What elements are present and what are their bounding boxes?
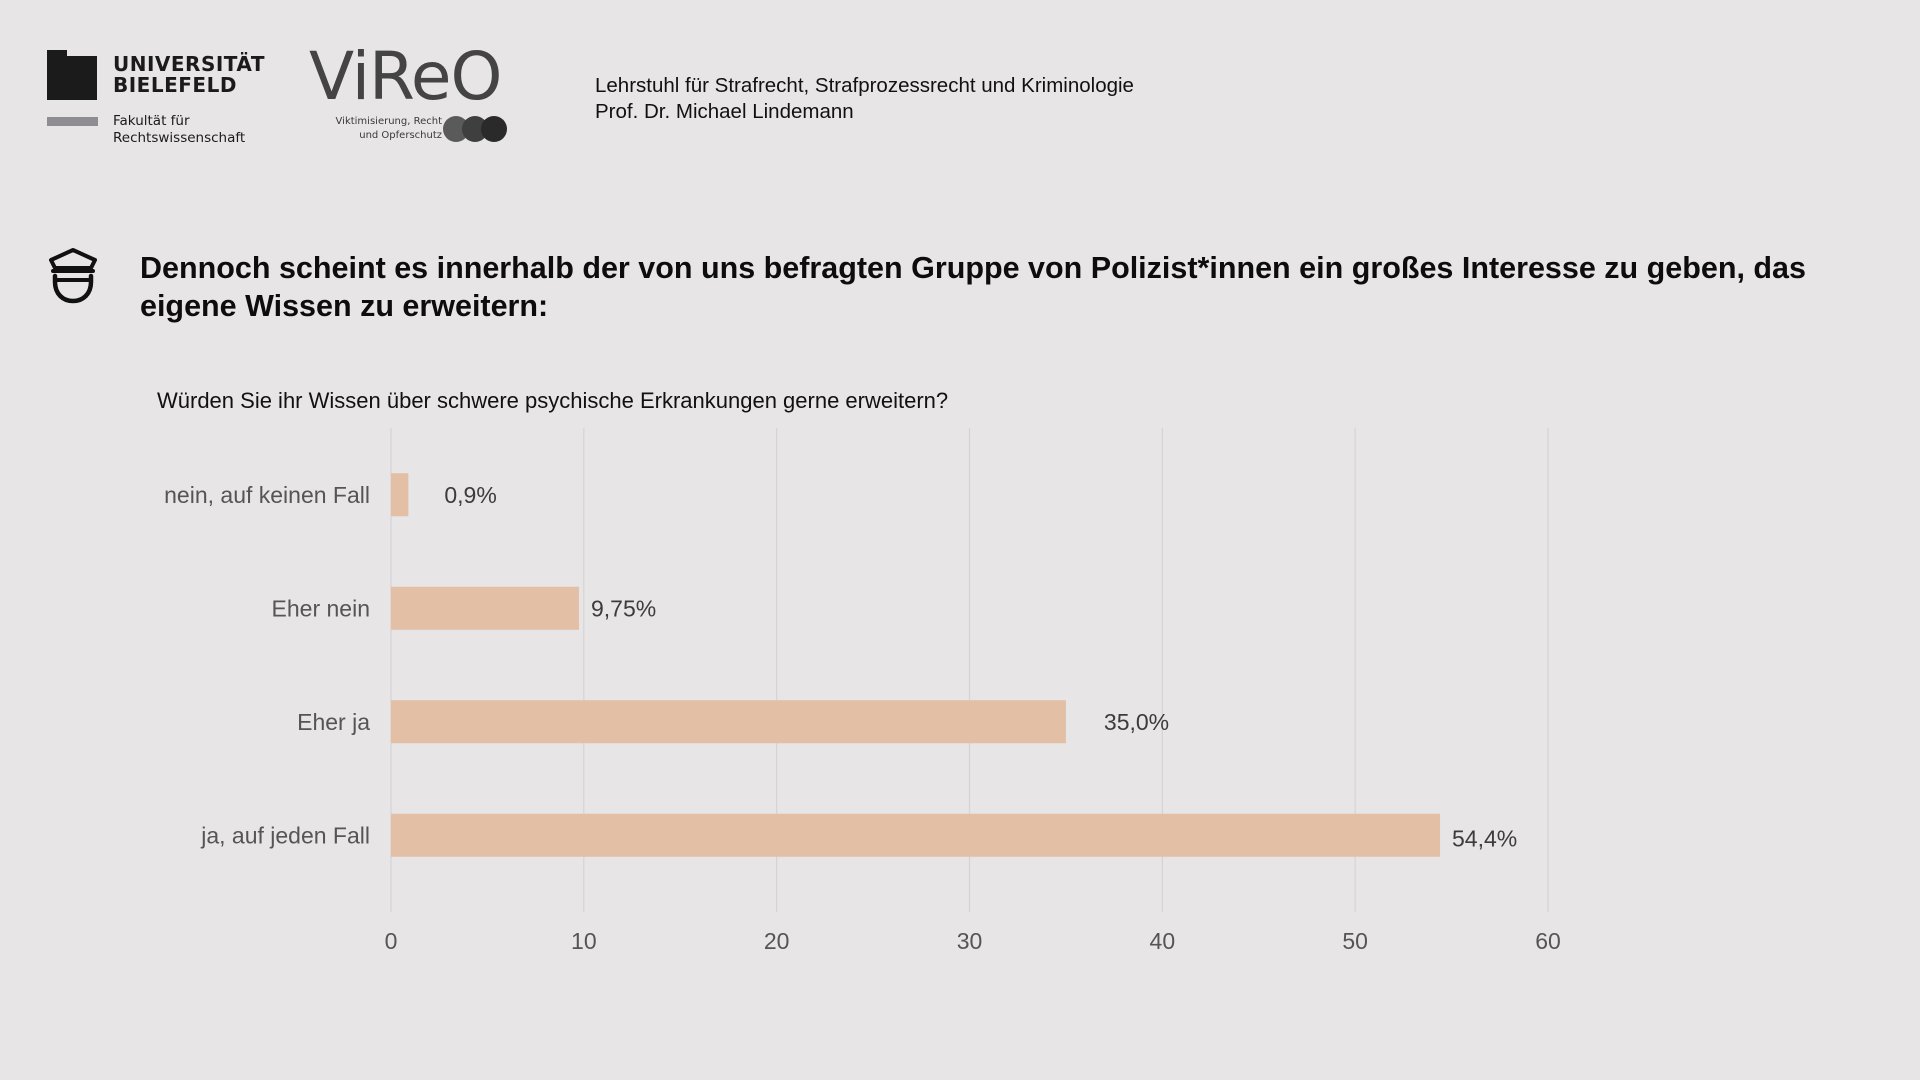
category-label-0: nein, auf keinen Fall <box>164 482 370 508</box>
category-label-3: ja, auf jeden Fall <box>200 822 370 848</box>
value-label-3: 54,4% <box>1452 825 1517 851</box>
chair-info: Lehrstuhl für Strafrecht, Strafprozessre… <box>595 73 1134 125</box>
university-logo: UNIVERSITÄT BIELEFELD Fakultät für Recht… <box>47 50 267 150</box>
chart-labels: 0 10 20 30 40 50 60 nein, auf keinen Fall 0,9% Eh… <box>164 482 1561 954</box>
bar-3 <box>391 813 1441 857</box>
university-logo-bar <box>47 117 98 126</box>
chart-title: Würden Sie ihr Wissen über schwere psych… <box>157 388 949 413</box>
bar-1 <box>391 586 580 630</box>
faculty-name: Fakultät für Rechtswissenschaft <box>113 113 246 146</box>
x-tick-label-20: 20 <box>764 928 790 954</box>
university-name: UNIVERSITÄT BIELEFELD <box>113 52 265 97</box>
category-label-1: Eher nein <box>272 595 370 621</box>
university-logo-mark <box>47 50 97 100</box>
x-tick-label-50: 50 <box>1342 928 1368 954</box>
vireo-logo: ViReO Viktimisierung, Recht und Opfersch… <box>308 42 518 146</box>
x-tick-label-10: 10 <box>571 928 597 954</box>
x-tick-label-60: 60 <box>1535 928 1561 954</box>
x-tick-label-40: 40 <box>1150 928 1176 954</box>
chair-professor: Prof. Dr. Michael Lindemann <box>595 100 854 123</box>
bar-2 <box>391 700 1066 744</box>
police-officer-icon <box>49 248 97 304</box>
value-label-1: 9,75% <box>591 595 656 621</box>
category-label-2: Eher ja <box>297 709 370 735</box>
bar-0 <box>391 473 409 517</box>
chart-bars <box>391 473 1441 857</box>
x-tick-label-0: 0 <box>385 928 398 954</box>
vireo-dots-icon <box>443 116 507 142</box>
vireo-wordmark: ViReO <box>309 38 502 115</box>
vireo-subtitle: Viktimisierung, Recht und Opferschutz <box>335 116 442 141</box>
value-label-2: 35,0% <box>1104 709 1169 735</box>
page-headline: Dennoch scheint es innerhalb der von uns… <box>140 251 1806 323</box>
chair-name: Lehrstuhl für Strafrecht, Strafprozessre… <box>595 74 1134 97</box>
value-label-0: 0,9% <box>444 482 496 508</box>
x-tick-label-30: 30 <box>957 928 983 954</box>
